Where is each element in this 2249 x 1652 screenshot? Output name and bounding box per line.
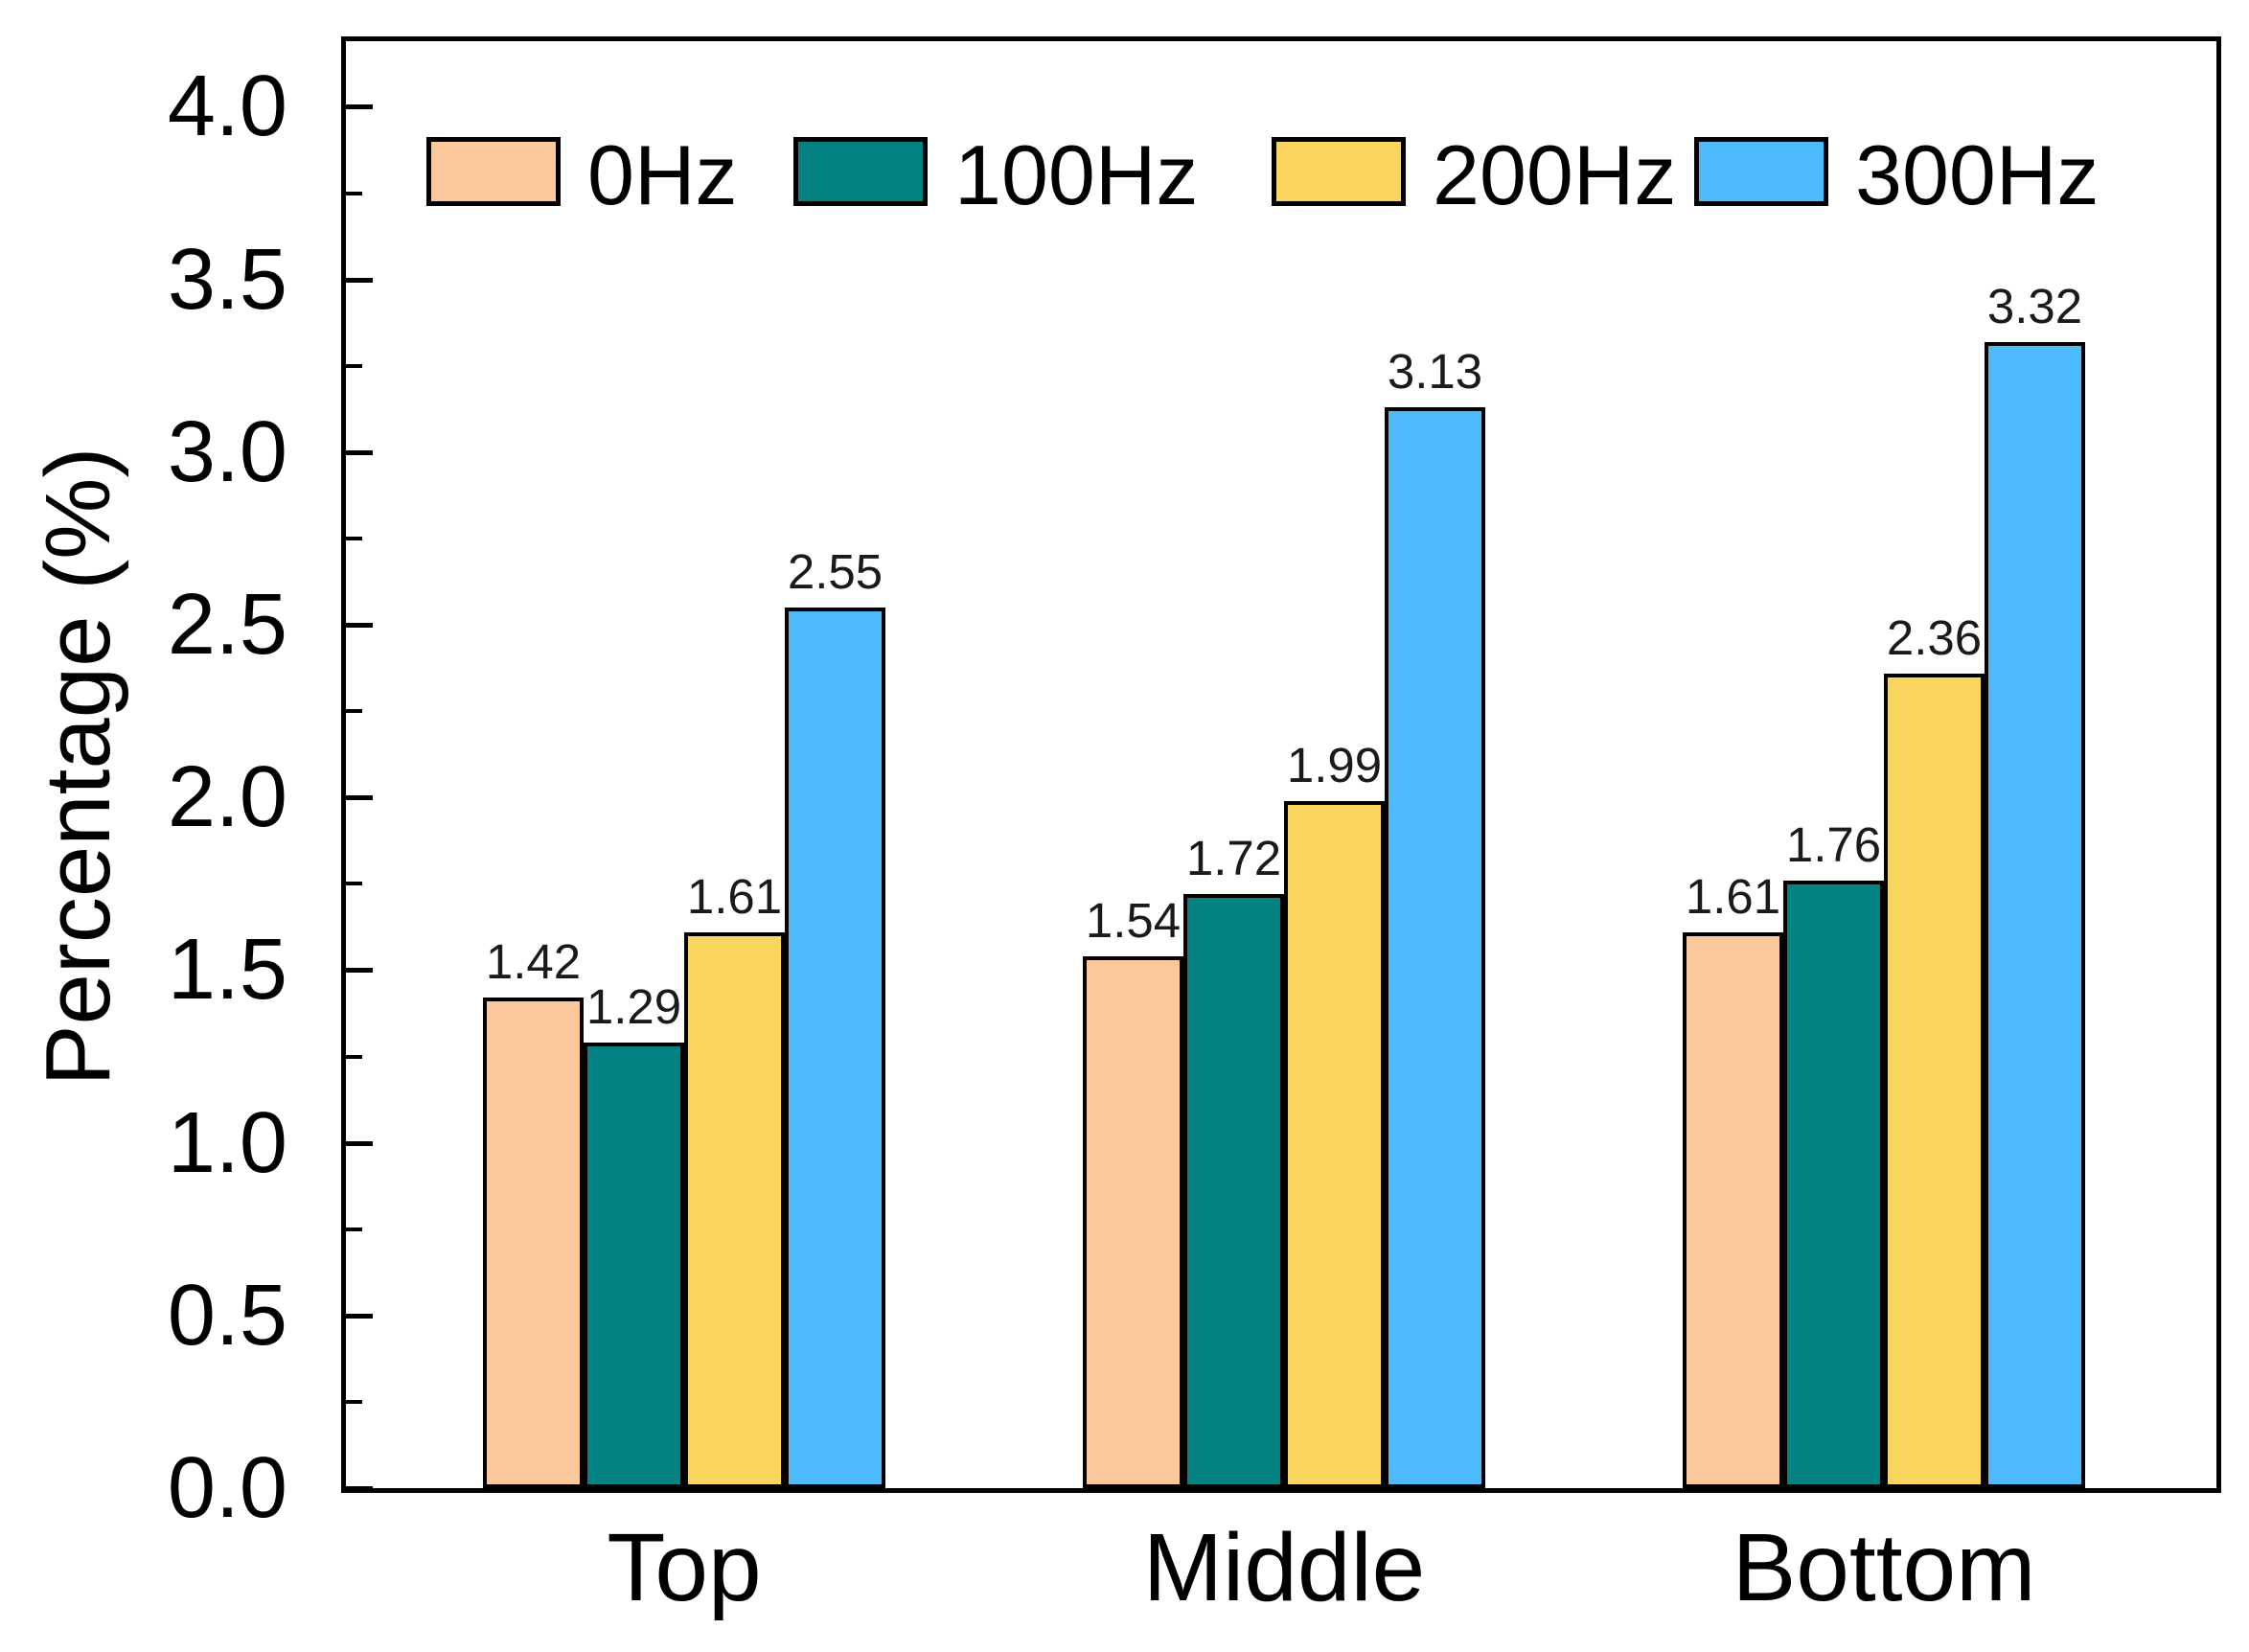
bar-middle-100hz [1183,894,1284,1488]
bar-top-300hz [785,608,885,1488]
y-minor-tick [346,1054,362,1059]
legend-label-200hz: 200Hz [1433,127,1677,222]
y-tick-label: 0.0 [167,1440,287,1536]
bar-value-label: 1.42 [485,934,582,990]
bar-top-100hz [584,1043,684,1488]
y-minor-tick [346,363,362,368]
bar-value-label: 1.76 [1785,816,1882,872]
bar-value-label: 1.54 [1085,893,1182,949]
bar-bottom-0hz [1683,931,1783,1488]
y-major-tick [346,623,373,629]
y-minor-tick [346,1227,362,1231]
bar-top-0hz [483,998,584,1488]
y-minor-tick [346,536,362,540]
bar-middle-0hz [1083,956,1183,1488]
bar-value-label: 1.61 [1685,868,1781,924]
bar-value-label: 3.32 [1986,278,2083,333]
legend-swatch-100hz [793,137,928,206]
x-category-label-top: Top [607,1514,762,1621]
y-major-tick [346,1140,373,1146]
y-minor-tick [346,191,362,195]
legend-swatch-200hz [1272,137,1406,206]
y-tick-label: 3.5 [167,231,287,328]
legend-label-100hz: 100Hz [954,127,1199,222]
bar-value-label: 1.72 [1185,831,1282,886]
y-tick-label: 2.5 [167,577,287,674]
y-minor-tick [346,882,362,886]
y-major-tick [346,1313,373,1319]
bar-value-label: 1.61 [686,868,783,924]
y-minor-tick [346,1399,362,1404]
bar-bottom-100hz [1783,880,1884,1488]
bar-value-label: 2.55 [787,544,884,600]
x-category-label-middle: Middle [1142,1514,1426,1621]
x-category-label-bottom: Bottom [1732,1514,2036,1621]
bar-value-label: 1.29 [585,979,682,1035]
bar-bottom-300hz [1985,341,2085,1488]
y-tick-label: 0.5 [167,1267,287,1364]
legend-label-300hz: 300Hz [1855,127,2100,222]
bar-value-label: 3.13 [1387,344,1483,400]
bar-bottom-200hz [1884,673,1985,1488]
bar-middle-200hz [1284,800,1385,1488]
bar-top-200hz [684,931,785,1488]
y-major-tick [346,104,373,110]
y-tick-label: 1.5 [167,922,287,1019]
y-minor-tick [346,709,362,714]
bar-value-label: 1.99 [1286,737,1383,792]
y-major-tick [346,277,373,283]
bar-middle-300hz [1385,407,1485,1488]
y-major-tick [346,449,373,455]
legend-swatch-0hz [426,137,561,206]
y-tick-label: 2.0 [167,749,287,846]
y-tick-label: 3.0 [167,403,287,500]
y-major-tick [346,795,373,801]
y-tick-label: 4.0 [167,58,287,155]
y-major-tick [346,968,373,974]
bar-value-label: 2.36 [1886,609,1983,665]
legend-swatch-300hz [1694,137,1828,206]
y-major-tick [346,1486,373,1491]
plot-area: 0Hz 100Hz 200Hz 300Hz 1.42 1.29 1.61 2.55 1.54 1… [341,36,2221,1493]
legend-label-0hz: 0Hz [587,127,738,222]
y-tick-label: 1.0 [167,1094,287,1191]
